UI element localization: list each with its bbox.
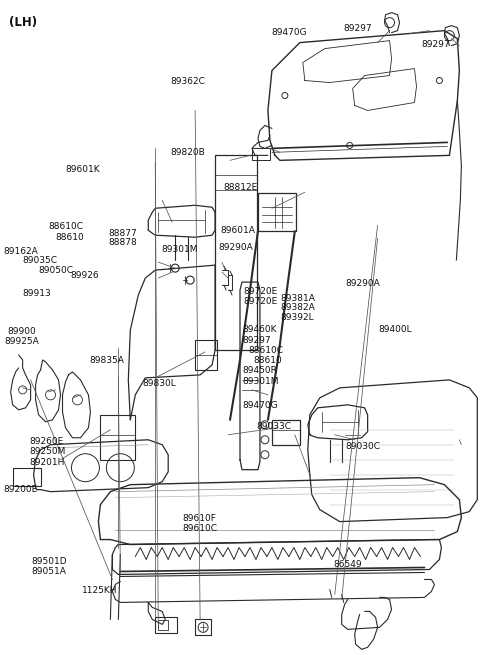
Text: 88610C: 88610C [248, 346, 283, 355]
Text: 89381A: 89381A [281, 293, 315, 303]
Bar [252, 149, 270, 160]
Text: 89051A: 89051A [32, 567, 67, 576]
Text: 89260E: 89260E [29, 438, 64, 446]
Text: 89200E: 89200E [3, 485, 37, 494]
Bar [195, 620, 211, 635]
Text: 89297: 89297 [343, 24, 372, 33]
Bar [100, 415, 135, 460]
Text: 89050C: 89050C [38, 266, 73, 275]
Bar [272, 420, 300, 445]
Text: 89610C: 89610C [182, 523, 217, 533]
Text: 89033C: 89033C [257, 422, 292, 432]
Text: 89830L: 89830L [142, 379, 176, 388]
Text: 89392L: 89392L [281, 313, 314, 322]
Text: 89400L: 89400L [379, 325, 412, 334]
Text: 88610: 88610 [253, 356, 282, 365]
Text: 89290A: 89290A [345, 278, 380, 288]
Text: 89297: 89297 [422, 40, 451, 49]
Text: 89601K: 89601K [65, 165, 100, 174]
Bar [155, 618, 177, 633]
Text: 89501D: 89501D [32, 557, 67, 566]
Text: 88812E: 88812E [223, 183, 257, 192]
Text: 89301M: 89301M [161, 244, 198, 253]
Text: 89470G: 89470G [271, 28, 307, 37]
Text: 86549: 86549 [333, 559, 362, 569]
Text: 89450R: 89450R [242, 366, 277, 375]
Text: 89301M: 89301M [242, 377, 279, 386]
Bar [215, 155, 257, 350]
Text: 89035C: 89035C [22, 256, 57, 265]
Bar [158, 620, 168, 630]
Text: 89835A: 89835A [89, 356, 124, 365]
Bar [195, 340, 217, 370]
Text: 1125KH: 1125KH [82, 586, 118, 595]
Text: 88878: 88878 [108, 238, 137, 247]
Bar [258, 193, 296, 231]
Text: 88877: 88877 [108, 229, 137, 238]
Text: 89297: 89297 [242, 336, 271, 345]
Text: 89900: 89900 [8, 327, 36, 336]
Text: 89926: 89926 [70, 271, 99, 280]
Text: 88610: 88610 [56, 233, 84, 242]
Text: 88610C: 88610C [48, 221, 84, 231]
Bar [12, 468, 41, 485]
Text: (LH): (LH) [9, 16, 37, 29]
Text: 89470G: 89470G [242, 402, 278, 411]
Text: 89720E: 89720E [244, 287, 278, 296]
Text: 89201H: 89201H [29, 458, 65, 466]
Text: 89162A: 89162A [3, 246, 38, 255]
Text: 89610F: 89610F [182, 514, 216, 523]
Text: 89382A: 89382A [281, 303, 315, 312]
Text: 89925A: 89925A [4, 337, 39, 346]
Text: 89290A: 89290A [218, 242, 253, 252]
Text: 89720E: 89720E [244, 297, 278, 306]
Text: 89030C: 89030C [345, 442, 380, 451]
Text: 89913: 89913 [22, 289, 51, 298]
Text: 89601A: 89601A [221, 226, 256, 235]
Text: 89820B: 89820B [170, 148, 205, 157]
Text: 89250M: 89250M [29, 447, 66, 456]
Text: 89460K: 89460K [242, 325, 277, 334]
Text: 89362C: 89362C [170, 77, 205, 86]
